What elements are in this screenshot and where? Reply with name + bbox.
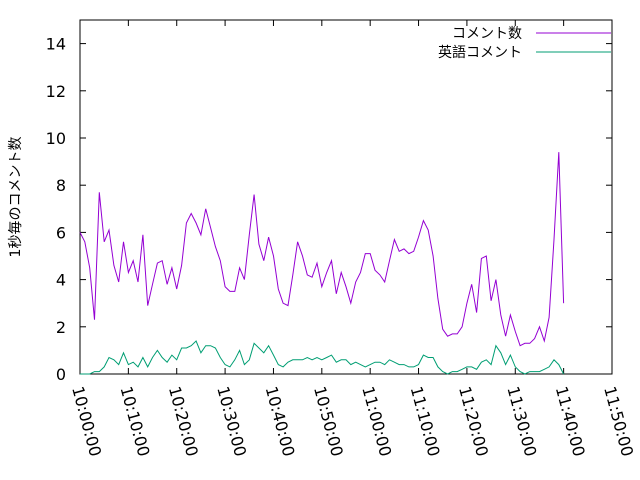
legend-label: 英語コメント	[438, 44, 522, 61]
x-tick-label: 10:10:00	[116, 384, 153, 458]
english-comment-line	[80, 340, 565, 375]
y-tick-label: 0	[56, 365, 66, 384]
x-tick-label: 10:40:00	[262, 384, 299, 458]
y-tick-label: 12	[46, 82, 66, 101]
y-tick-label: 10	[46, 129, 66, 148]
x-tick-label: 10:00:00	[68, 384, 105, 458]
legend-label: コメント数	[452, 26, 522, 42]
x-tick-label: 11:10:00	[407, 384, 444, 458]
x-tick-label: 11:00:00	[358, 384, 395, 458]
y-tick-label: 4	[56, 271, 66, 290]
x-tick-label: 11:40:00	[552, 384, 589, 458]
y-tick-label: 6	[56, 223, 66, 242]
y-tick-label: 2	[56, 318, 66, 337]
x-tick-label: 10:50:00	[310, 384, 347, 458]
y-tick-label: 14	[46, 35, 66, 54]
plot-frame	[79, 19, 613, 375]
y-tick-label: 8	[56, 176, 66, 195]
x-tick-label: 11:50:00	[600, 384, 637, 458]
series-lines	[79, 152, 565, 375]
comment-count-line	[79, 152, 565, 347]
x-axis: 10:00:00 10:10:00 10:20:00 10:30:00 10:40:00…	[68, 20, 637, 458]
y-axis-label: 1秒毎のコメント数	[8, 137, 24, 258]
x-tick-label: 11:30:00	[503, 384, 540, 458]
x-tick-label: 10:30:00	[213, 384, 250, 458]
x-tick-label: 10:20:00	[165, 384, 202, 458]
y-axis: 0 2 4 6 8 10 12 14	[46, 35, 612, 384]
x-tick-label: 11:20:00	[455, 384, 492, 458]
